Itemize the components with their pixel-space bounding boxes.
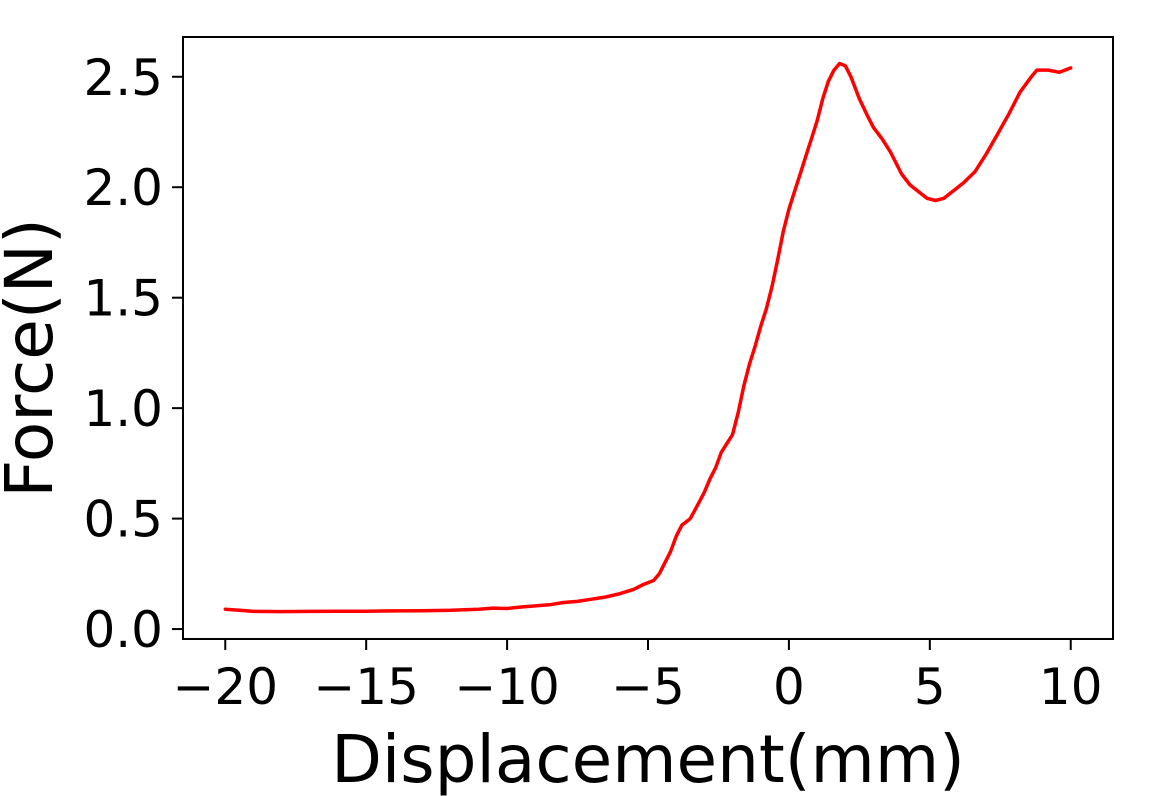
x-axis-label: Displacement(mm) (331, 721, 965, 796)
y-axis: 0.0 0.5 1.0 1.5 2.0 2.5 (83, 49, 183, 659)
x-tick-label: −20 (173, 658, 279, 716)
x-tick-label: −10 (454, 658, 560, 716)
y-tick-label: 0.0 (83, 601, 163, 659)
x-tick-label: 10 (1039, 658, 1103, 716)
y-tick-label: 1.5 (83, 270, 163, 328)
plot-frame (182, 36, 1114, 640)
y-tick-label: 2.5 (83, 49, 163, 107)
y-tick-label: 2.0 (83, 159, 163, 217)
x-axis: −20 −15 −10 −5 0 5 10 (173, 639, 1103, 716)
x-tick-label: −5 (611, 658, 685, 716)
y-axis-label: Force(N) (0, 218, 68, 497)
x-tick-label: −15 (313, 658, 419, 716)
y-tick-label: 0.5 (83, 491, 163, 549)
y-tick-label: 1.0 (83, 380, 163, 438)
x-tick-label: 0 (773, 658, 805, 716)
force-series-line (223, 61, 1073, 614)
x-tick-label: 5 (914, 658, 946, 716)
